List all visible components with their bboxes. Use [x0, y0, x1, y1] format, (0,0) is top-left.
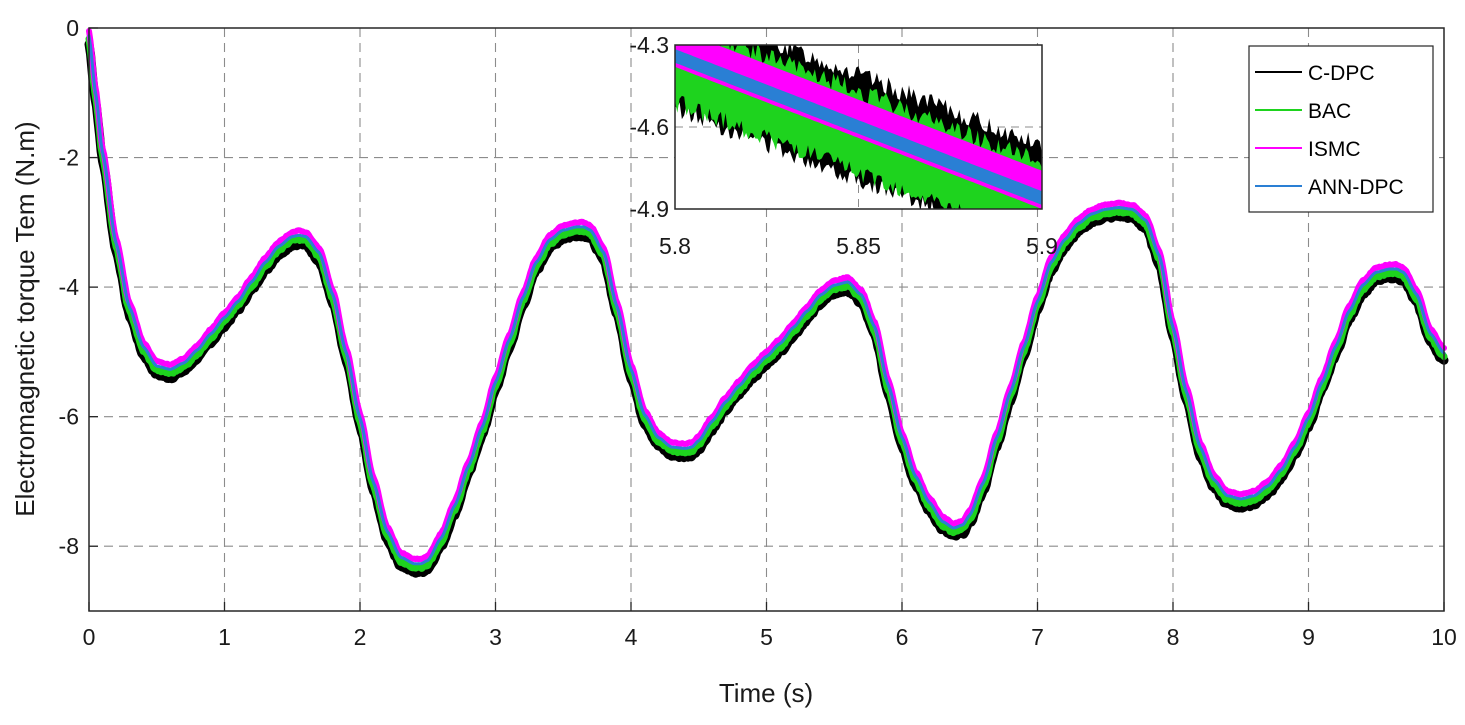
legend-label-ismc: ISMC [1308, 138, 1361, 161]
legend: C-DPC BAC ISMC ANN-DPC [1248, 45, 1434, 213]
inset-x-tick-label: 5.85 [836, 233, 881, 259]
series-line-bac [85, 35, 1448, 572]
inset-x-tick-label: 5.9 [1026, 233, 1058, 259]
inset-y-tick-label: -4.9 [629, 196, 669, 222]
y-tick-label: -2 [59, 145, 79, 171]
legend-label-c-dpc: C-DPC [1308, 62, 1375, 85]
x-tick-label: 3 [489, 624, 502, 650]
inset-band-group [675, 45, 1042, 209]
x-tick-label: 2 [354, 624, 367, 650]
x-tick-label: 7 [1031, 624, 1044, 650]
y-tick-label: -4 [59, 274, 80, 300]
x-tick-label: 1 [218, 624, 231, 650]
x-axis-label: Time (s) [719, 678, 813, 708]
x-tick-label: 4 [625, 624, 638, 650]
series-line-ismc [86, 28, 1447, 563]
legend-label-ann-dpc: ANN-DPC [1308, 176, 1404, 199]
legend-items: C-DPC BAC ISMC ANN-DPC [1255, 62, 1404, 199]
x-axis: 0 1 2 3 4 5 6 7 8 9 10 [83, 602, 1457, 650]
inset-zoom: 5.8 5.85 5.9 -4.3 -4.6 -4.9 [629, 32, 1058, 259]
inset-x-axis: 5.8 5.85 5.9 [659, 233, 1058, 259]
inset-frame [674, 44, 1043, 210]
inset-bands [675, 45, 1042, 209]
x-tick-label: 0 [83, 624, 96, 650]
y-tick-label: -8 [59, 533, 79, 559]
inset-y-tick-label: -4.6 [629, 114, 669, 140]
x-tick-label: 8 [1167, 624, 1180, 650]
series-layer [84, 28, 1449, 578]
x-tick-label: 9 [1302, 624, 1315, 650]
inset-x-tick-label: 5.8 [659, 233, 691, 259]
series-line-ann-dpc [87, 34, 1446, 566]
legend-label-bac: BAC [1308, 100, 1351, 123]
inset-y-axis: -4.3 -4.6 -4.9 [629, 32, 669, 222]
inset-band-ann-dpc [675, 49, 1042, 205]
y-tick-label: -6 [59, 404, 79, 430]
inset-y-tick-label: -4.3 [629, 32, 669, 58]
x-tick-label: 10 [1431, 624, 1457, 650]
legend-box [1248, 45, 1434, 213]
x-tick-label: 6 [896, 624, 909, 650]
x-tick-label: 5 [760, 624, 773, 650]
y-axis: 0 -2 -4 -6 -8 [59, 15, 98, 559]
y-axis-label: Electromagnetic torque Tem (N.m) [10, 121, 40, 516]
y-tick-label: 0 [66, 15, 79, 41]
